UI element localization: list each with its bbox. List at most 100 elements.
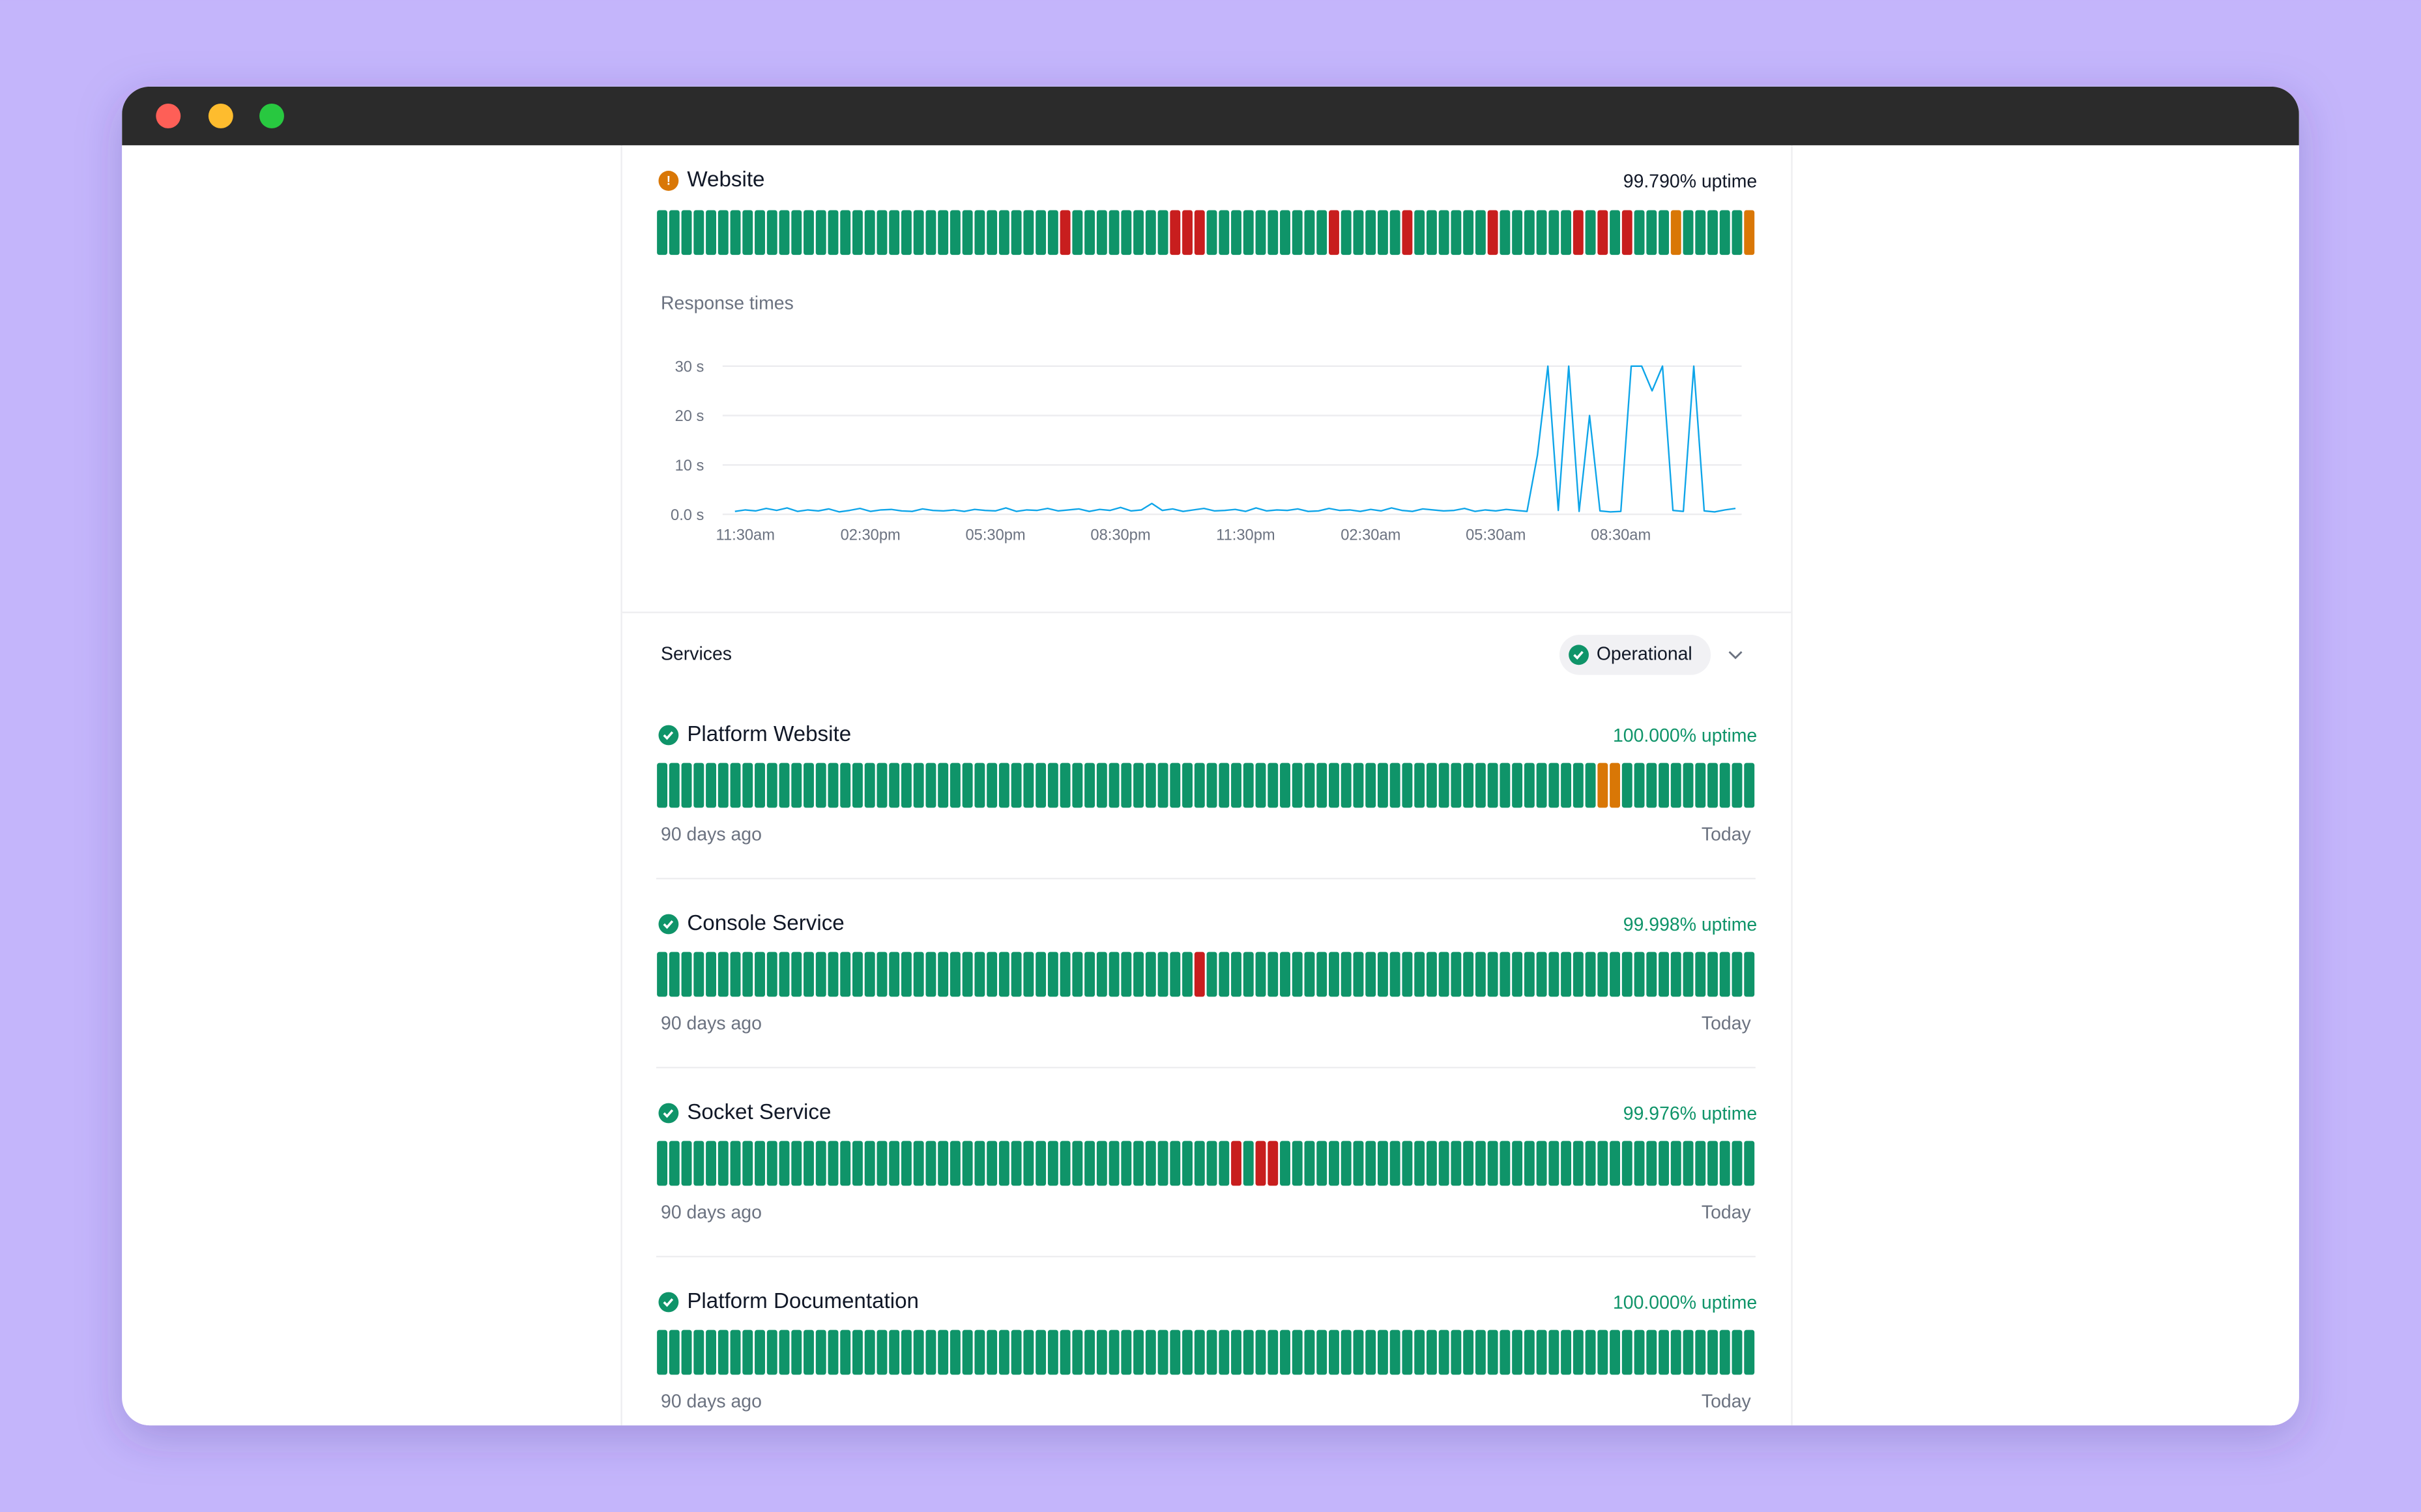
uptime-bar	[1524, 1330, 1535, 1375]
uptime-bar	[1402, 1330, 1413, 1375]
uptime-bar	[1316, 210, 1327, 255]
uptime-bar	[1316, 1141, 1327, 1186]
uptime-bar	[1109, 1141, 1120, 1186]
uptime-bar	[1438, 952, 1449, 997]
uptime-bar	[877, 952, 888, 997]
uptime-bar	[1561, 1330, 1572, 1375]
uptime-bar	[1475, 1330, 1486, 1375]
uptime-bar	[1036, 210, 1047, 255]
uptime-bar	[1292, 210, 1303, 255]
uptime-bar	[1621, 763, 1632, 808]
uptime-bar	[1255, 952, 1266, 997]
uptime-bar	[1292, 1330, 1303, 1375]
uptime-bar	[718, 1141, 729, 1186]
uptime-bar	[1389, 763, 1400, 808]
uptime-bar	[1365, 210, 1376, 255]
uptime-bar	[1036, 1330, 1047, 1375]
y-tick-label: 10 s	[675, 458, 704, 474]
uptime-bar	[1719, 952, 1730, 997]
uptime-bar	[828, 1141, 839, 1186]
uptime-bar	[706, 1330, 716, 1375]
uptime-bar	[864, 763, 875, 808]
uptime-bar	[1255, 210, 1266, 255]
uptime-bar	[877, 763, 888, 808]
uptime-bar	[1744, 952, 1755, 997]
uptime-bar	[779, 1330, 790, 1375]
uptime-bar	[1170, 763, 1181, 808]
uptime-bar	[1145, 1330, 1156, 1375]
uptime-bar	[828, 1330, 839, 1375]
uptime-bar	[864, 210, 875, 255]
uptime-bar	[1084, 210, 1095, 255]
uptime-bar	[950, 1141, 961, 1186]
status-pill[interactable]	[1559, 635, 1711, 675]
uptime-bar	[779, 952, 790, 997]
uptime-bar	[1548, 763, 1559, 808]
uptime-bar	[1329, 763, 1339, 808]
uptime-bar	[1121, 210, 1132, 255]
uptime-bar	[1023, 1141, 1034, 1186]
uptime-bar	[1670, 1141, 1681, 1186]
uptime-bar	[1695, 1141, 1706, 1186]
uptime-bar	[1512, 1330, 1523, 1375]
uptime-bar	[1621, 952, 1632, 997]
uptime-bar	[1280, 1141, 1290, 1186]
maximize-button[interactable]	[259, 103, 284, 128]
uptime-bar	[1573, 210, 1584, 255]
uptime-bar	[706, 210, 716, 255]
x-tick-label: 08:30pm	[1090, 527, 1150, 544]
uptime-bar	[925, 952, 936, 997]
uptime-bar	[1695, 1330, 1706, 1375]
chevron[interactable]	[1728, 651, 1743, 660]
uptime-bar	[1133, 1141, 1144, 1186]
uptime-bar	[1585, 763, 1596, 808]
uptime-bar	[693, 763, 704, 808]
uptime-bar	[730, 1141, 741, 1186]
uptime-bar	[693, 952, 704, 997]
uptime-bar	[974, 952, 985, 997]
uptime-bar	[1255, 1330, 1266, 1375]
uptime-bar	[987, 1330, 998, 1375]
uptime-bar	[1744, 210, 1755, 255]
uptime-bar	[742, 763, 753, 808]
uptime-bar	[1170, 1330, 1181, 1375]
range-end: Today	[1702, 1202, 1752, 1223]
uptime-bar	[766, 952, 777, 997]
uptime-bar	[804, 763, 814, 808]
uptime-bar	[1389, 1141, 1400, 1186]
uptime-bar	[718, 763, 729, 808]
uptime-bar	[657, 952, 668, 997]
uptime-bar	[681, 210, 692, 255]
uptime-bar	[1268, 1330, 1279, 1375]
uptime-bar	[1341, 1141, 1352, 1186]
uptime-bar	[1377, 952, 1388, 997]
x-tick-label: 02:30am	[1341, 527, 1400, 544]
uptime-bar	[1670, 952, 1681, 997]
uptime-bar	[1023, 1330, 1034, 1375]
uptime-bar	[766, 210, 777, 255]
uptime-bar	[1060, 1330, 1071, 1375]
uptime-bar	[1316, 763, 1327, 808]
uptime-bar	[1365, 763, 1376, 808]
uptime-bar	[950, 763, 961, 808]
uptime-bar	[1719, 1141, 1730, 1186]
minimize-button[interactable]	[208, 103, 233, 128]
uptime-bar	[791, 763, 802, 808]
uptime-bar	[1157, 210, 1168, 255]
uptime-bar	[766, 763, 777, 808]
uptime-bar	[864, 952, 875, 997]
uptime-bar	[1036, 763, 1047, 808]
uptime-bar	[1096, 952, 1107, 997]
uptime-bar	[1011, 763, 1022, 808]
uptime-bar	[1634, 210, 1645, 255]
uptime-bar	[1512, 210, 1523, 255]
uptime-bar	[987, 952, 998, 997]
uptime-bar	[1512, 763, 1523, 808]
close-button[interactable]	[156, 103, 181, 128]
uptime-bar	[1377, 763, 1388, 808]
uptime-bar	[913, 763, 924, 808]
uptime-bar	[815, 952, 826, 997]
x-tick-label: 11:30am	[716, 527, 775, 544]
uptime-bar	[1524, 1141, 1535, 1186]
uptime-bar	[1487, 1141, 1498, 1186]
